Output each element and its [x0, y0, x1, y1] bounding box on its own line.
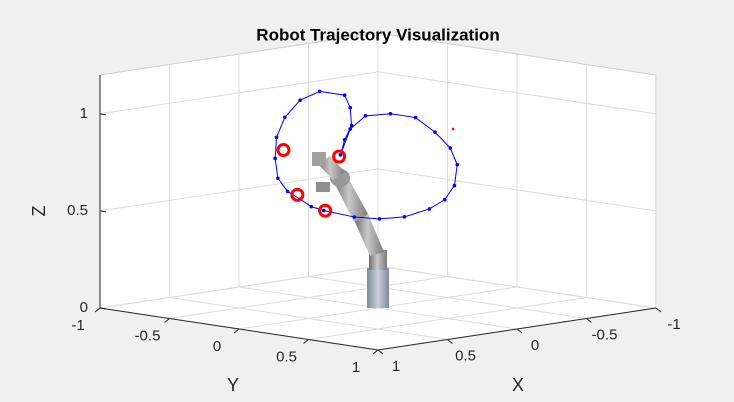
- y-tick-label: -1: [71, 317, 84, 334]
- x-tick-label: -1: [667, 316, 680, 333]
- tick-mark: [99, 210, 107, 213]
- trajectory-point: [285, 189, 290, 194]
- chart-title: Robot Trajectory Visualization: [256, 25, 499, 44]
- tick-mark: [516, 328, 523, 334]
- z-tick-label: 0.5: [67, 202, 88, 219]
- y-tick-label: 0.5: [276, 348, 297, 365]
- grid-line: [377, 168, 657, 212]
- trajectory-point: [352, 215, 357, 219]
- z-tick-label: 1: [80, 105, 88, 122]
- tick-mark: [655, 307, 662, 313]
- trajectory-point: [317, 89, 322, 94]
- trajectory-point: [377, 217, 382, 221]
- trajectory-point: [276, 176, 280, 181]
- waypoint: [332, 149, 347, 164]
- waypoint: [318, 203, 333, 218]
- z-axis-label: Z: [29, 206, 49, 217]
- robot-model: [312, 152, 389, 308]
- tick-mark: [94, 307, 101, 313]
- trajectory-point: [348, 127, 353, 131]
- trajectory-point: [273, 156, 277, 161]
- grid: [94, 32, 662, 355]
- trajectory-point: [309, 204, 314, 209]
- axis-line: [377, 307, 657, 351]
- grid-line: [308, 297, 587, 340]
- grid-line: [99, 71, 379, 115]
- y-axis-label: Y: [227, 375, 239, 395]
- trajectory-point: [427, 207, 432, 211]
- plot-area: -1 -0.5 0 0.5 1 -1 -0.5 0 0.5 1 0 0.5 1: [67, 89, 681, 376]
- trajectory-point: [452, 183, 457, 188]
- tick-mark: [377, 349, 384, 355]
- y-tick-label: 1: [352, 359, 360, 376]
- x-tick-label: 0.5: [455, 347, 476, 364]
- x-tick-label: -0.5: [592, 326, 618, 343]
- trajectory-point: [455, 162, 460, 167]
- z-tick-label: 0: [80, 299, 88, 316]
- trajectory-point: [363, 114, 368, 118]
- x-tick-label: 1: [392, 358, 400, 375]
- trajectory-point: [388, 111, 393, 116]
- tick-mark: [233, 328, 240, 334]
- tick-mark: [99, 113, 107, 116]
- axis-line: [99, 307, 379, 351]
- trajectory-point: [298, 98, 302, 102]
- trajectory-point: [321, 208, 326, 213]
- robot-base: [367, 268, 389, 308]
- y-tick-label: -0.5: [135, 327, 161, 344]
- trajectory-point: [349, 123, 354, 128]
- trajectory-point: [433, 130, 437, 134]
- y-tick-label: 0: [213, 338, 221, 355]
- trajectory-point: [448, 146, 453, 150]
- trajectory-point: [413, 115, 418, 120]
- trajectory-point: [338, 152, 343, 157]
- tick-mark: [586, 318, 592, 323]
- trajectory-point: [348, 105, 353, 110]
- tick-mark: [372, 349, 379, 355]
- grid-line: [99, 265, 379, 309]
- robot-wrist: [312, 152, 326, 166]
- grid-line: [169, 276, 448, 319]
- tick-mark: [303, 339, 309, 344]
- trajectory-point: [274, 135, 279, 140]
- trajectory-point: [342, 138, 347, 142]
- grid-line: [377, 265, 657, 309]
- target-point: [451, 127, 455, 131]
- grid-line: [377, 71, 657, 115]
- trajectory-point: [442, 197, 447, 202]
- trajectory-point: [342, 93, 347, 98]
- robot-gripper: [316, 182, 330, 192]
- tick-mark: [447, 339, 453, 344]
- waypoint: [290, 187, 305, 202]
- trajectory-point: [402, 215, 407, 219]
- x-axis-label: X: [512, 375, 524, 395]
- trajectory-point: [283, 115, 287, 120]
- robot-link: [354, 214, 384, 256]
- x-tick-label: 0: [531, 337, 539, 354]
- tick-mark: [164, 318, 170, 323]
- waypoint: [276, 143, 291, 158]
